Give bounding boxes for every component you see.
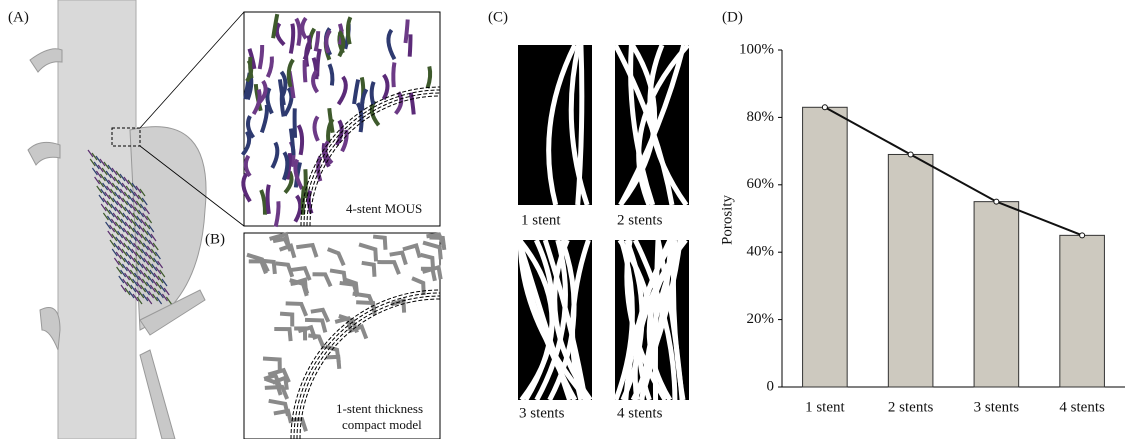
y-tick-label: 60% xyxy=(747,176,775,192)
image-caption: 2 stents xyxy=(617,212,663,228)
vessel xyxy=(58,0,136,439)
image-caption: 3 stents xyxy=(519,405,565,421)
bar xyxy=(888,154,933,387)
image-caption: 1 stent xyxy=(521,212,561,228)
trend-line xyxy=(825,107,1082,235)
line-marker xyxy=(994,199,999,204)
zoom-line xyxy=(140,12,244,128)
x-tick-label: 1 stent xyxy=(805,399,845,415)
y-tick-label: 40% xyxy=(747,244,775,260)
inset-caption: 4-stent MOUS xyxy=(346,201,422,216)
inset-caption: compact model xyxy=(342,417,422,432)
panel-label: (A) xyxy=(8,9,29,25)
stent-wire xyxy=(268,185,269,214)
line-marker xyxy=(822,105,827,110)
stent-wire xyxy=(305,60,306,82)
line-marker xyxy=(908,152,913,157)
inset-caption: 1-stent thickness xyxy=(336,401,423,416)
x-tick-label: 3 stents xyxy=(974,399,1020,415)
branch xyxy=(30,49,62,72)
image-caption: 4 stents xyxy=(617,405,663,421)
stent-wire xyxy=(372,82,374,105)
branch xyxy=(140,350,175,439)
x-tick-label: 4 stents xyxy=(1059,399,1105,415)
panel-label: (D) xyxy=(722,9,743,25)
y-tick-label: 0 xyxy=(767,378,775,394)
bar xyxy=(974,202,1019,387)
bar xyxy=(803,107,848,387)
figure: (A) (B) (C) (D) 4-stent MOUS 1-stent thi… xyxy=(0,0,1130,439)
stent-wire xyxy=(393,63,394,88)
y-axis-label: Porosity xyxy=(719,194,735,245)
stent-wire xyxy=(410,34,411,56)
stent-wire xyxy=(405,20,407,43)
branch xyxy=(28,142,60,165)
bar xyxy=(1060,235,1105,387)
y-tick-label: 20% xyxy=(747,311,775,327)
stent-wire xyxy=(250,57,251,78)
x-tick-label: 2 stents xyxy=(888,399,934,415)
branch xyxy=(40,308,60,351)
y-tick-label: 100% xyxy=(739,41,774,57)
panel-label: (B) xyxy=(205,231,225,247)
stent-wire xyxy=(291,24,293,54)
line-marker xyxy=(1080,233,1085,238)
y-tick-label: 80% xyxy=(747,109,775,125)
illustrations xyxy=(28,0,689,439)
panel-label: (C) xyxy=(488,9,508,25)
